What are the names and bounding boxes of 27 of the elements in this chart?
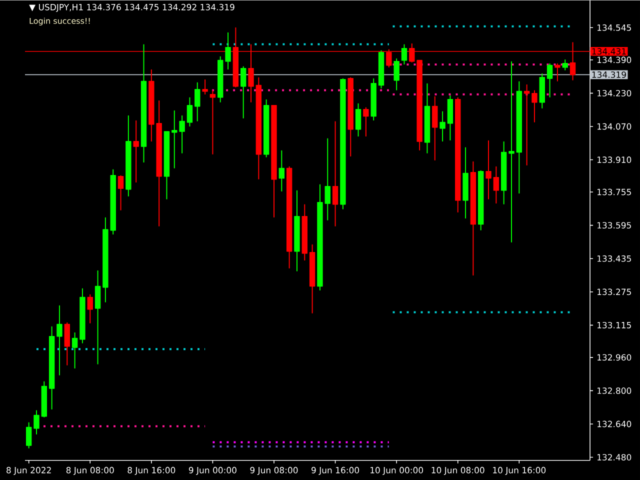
annotation: Login success!!	[30, 17, 90, 26]
x-tick-label: 9 Jun 08:00	[250, 466, 298, 475]
y-tick-label: 134.390	[597, 56, 632, 63]
x-tick-label: 10 Jun 00:00	[370, 466, 423, 475]
x-tick-label: 9 Jun 00:00	[188, 466, 236, 475]
y-tick-label: 133.115	[597, 322, 631, 328]
x-tick-label: 8 Jun 16:00	[128, 466, 176, 475]
y-tick-label: 132.640	[597, 420, 632, 428]
y-tick-label: 133.435	[597, 255, 631, 262]
y-tick-label: 132.480	[597, 454, 632, 460]
x-tick-label: 10 Jun 08:00	[432, 466, 484, 475]
x-tick-label: 8 Jun 08:00	[66, 466, 114, 475]
ref-line-label: 134.431	[592, 48, 626, 54]
y-tick-label: 134.230	[597, 90, 632, 96]
y-tick-label: 133.275	[597, 288, 631, 295]
x-tick-label: 8 Jun 2022	[6, 466, 51, 475]
y-tick-label: 133.910	[597, 156, 632, 163]
y-tick-label: 133.595	[597, 222, 631, 228]
x-tick-label: 9 Jun 16:00	[312, 466, 360, 475]
y-tick-label: 132.800	[597, 387, 632, 394]
chart-title: ▼ USDJPY,H1 134.376 134.475 134.292 134.319	[29, 4, 234, 12]
y-tick-label: 133.755	[597, 188, 631, 196]
y-tick-label: 132.960	[597, 354, 632, 360]
y-tick-label: 134.545	[597, 24, 631, 31]
y-tick-label: 134.070	[597, 123, 632, 130]
ref-line-label: 134.319	[592, 71, 626, 78]
x-tick-label: 10 Jun 16:00	[493, 466, 546, 475]
